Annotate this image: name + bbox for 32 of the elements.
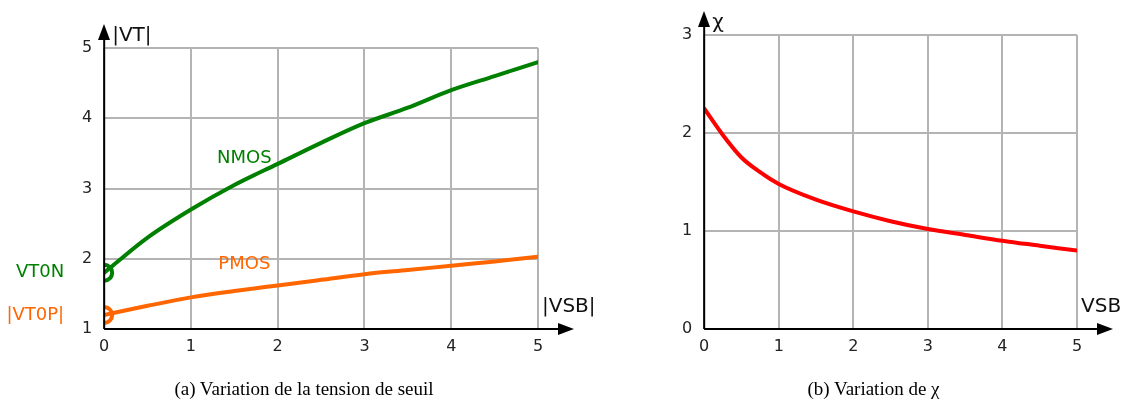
x-tick-label: 3 [359, 335, 370, 355]
x-tick-label: 5 [1071, 335, 1083, 355]
x-tick-label: 1 [185, 335, 197, 355]
x-tick-label: 1 [773, 335, 784, 355]
y-tick-label: 1 [81, 318, 93, 338]
x-tick-label: 3 [922, 335, 933, 355]
y-tick-label: 0 [681, 318, 693, 338]
x-axis-title: |VSB| [542, 293, 596, 318]
series-label: NMOS [217, 145, 272, 167]
series-label: PMOS [218, 251, 271, 273]
y-tick-label: 3 [81, 177, 93, 197]
x-tick-label: 0 [99, 335, 110, 355]
text: (a) Variation de la tension de seuil [174, 377, 434, 400]
x-tick-label: 4 [446, 335, 457, 355]
y-axis-title: χ [712, 9, 724, 34]
x-axis-title: VSB [1081, 293, 1122, 318]
y-tick-label: 1 [681, 220, 693, 240]
y-axis-title: |VT| [112, 22, 152, 47]
y-tick-label: 4 [81, 107, 93, 127]
annotation: |VT0P| [6, 302, 65, 324]
text: (b) Variation de χ [807, 377, 941, 400]
y-tick-label: 2 [681, 122, 693, 142]
x-tick-label: 4 [997, 335, 1008, 355]
x-tick-label: 2 [272, 335, 283, 355]
x-tick-label: 0 [699, 335, 710, 355]
x-tick-label: 2 [848, 335, 859, 355]
y-tick-label: 5 [81, 37, 93, 57]
y-tick-label: 2 [81, 247, 93, 267]
annotation: VT0N [15, 260, 65, 282]
line-series [704, 106, 1077, 253]
y-tick-label: 3 [681, 24, 693, 44]
x-tick-label: 5 [532, 335, 544, 355]
